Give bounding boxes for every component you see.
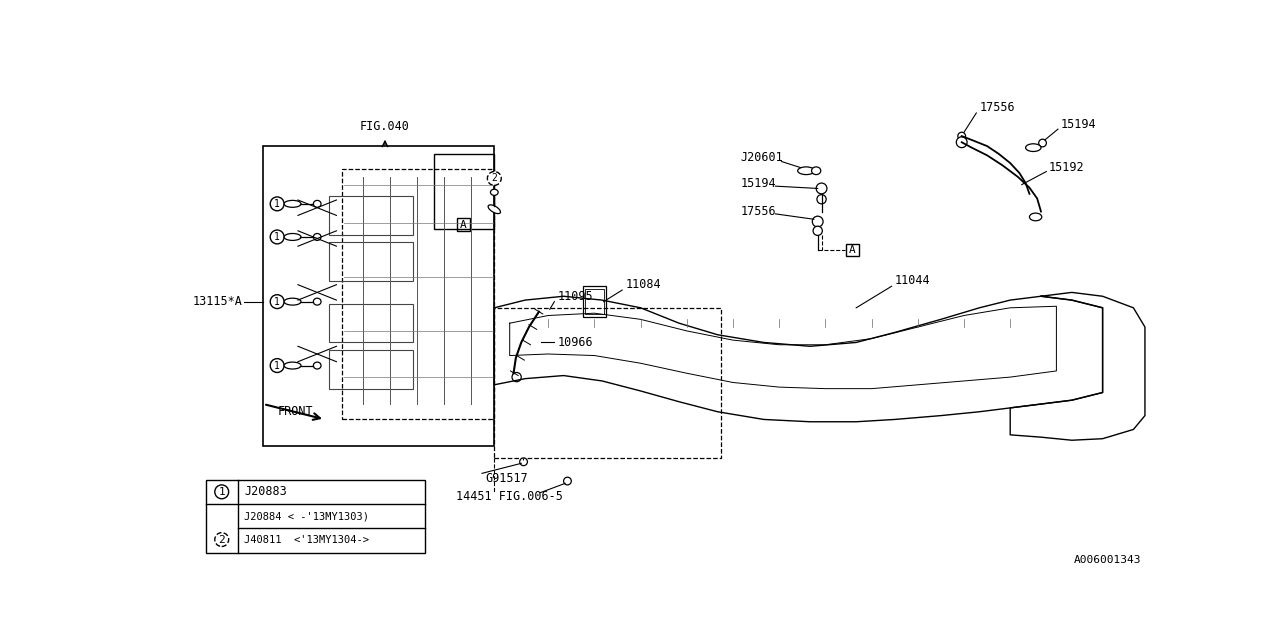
Circle shape <box>813 216 823 227</box>
Bar <box>434 154 494 229</box>
Text: J20884 < -'13MY1303): J20884 < -'13MY1303) <box>244 511 369 522</box>
Text: 2: 2 <box>219 534 225 545</box>
Ellipse shape <box>284 234 301 241</box>
Bar <box>585 289 604 314</box>
Circle shape <box>215 532 229 547</box>
Ellipse shape <box>812 167 820 175</box>
Text: 2: 2 <box>492 173 497 184</box>
Text: J40811  <'13MY1304->: J40811 <'13MY1304-> <box>244 534 369 545</box>
Text: A: A <box>460 220 467 230</box>
Bar <box>457 218 470 231</box>
Ellipse shape <box>490 189 498 195</box>
Text: 1: 1 <box>219 487 225 497</box>
Bar <box>846 244 859 256</box>
Ellipse shape <box>1029 213 1042 221</box>
Ellipse shape <box>284 200 301 207</box>
Circle shape <box>817 195 826 204</box>
Circle shape <box>957 132 965 140</box>
Bar <box>582 286 605 317</box>
Circle shape <box>215 485 229 499</box>
Text: J20601: J20601 <box>741 151 783 164</box>
Ellipse shape <box>284 362 301 369</box>
Bar <box>329 304 413 342</box>
Circle shape <box>956 137 968 148</box>
Ellipse shape <box>1025 144 1041 152</box>
Circle shape <box>520 458 527 466</box>
Text: 11044: 11044 <box>895 275 931 287</box>
Text: G91517: G91517 <box>485 472 527 485</box>
Circle shape <box>488 172 502 186</box>
Text: 14451 FIG.006-5: 14451 FIG.006-5 <box>456 490 563 503</box>
Bar <box>494 308 722 458</box>
Text: FIG.040: FIG.040 <box>360 120 410 133</box>
Text: A: A <box>849 245 856 255</box>
Circle shape <box>1038 139 1046 147</box>
Ellipse shape <box>314 234 321 241</box>
Text: A006001343: A006001343 <box>1074 556 1140 565</box>
Bar <box>206 479 425 553</box>
Circle shape <box>817 183 827 194</box>
Text: J20883: J20883 <box>244 485 287 499</box>
Text: 1: 1 <box>274 199 280 209</box>
Text: FRONT: FRONT <box>278 405 312 419</box>
Text: 17556: 17556 <box>741 205 777 218</box>
Text: 15194: 15194 <box>741 177 777 189</box>
Text: 15192: 15192 <box>1048 161 1084 174</box>
Text: 1: 1 <box>274 360 280 371</box>
Text: 13115*A: 13115*A <box>192 295 242 308</box>
Bar <box>329 243 413 281</box>
Ellipse shape <box>314 362 321 369</box>
Circle shape <box>270 230 284 244</box>
Text: 11095: 11095 <box>558 290 593 303</box>
Circle shape <box>813 226 822 236</box>
Text: 10966: 10966 <box>558 336 593 349</box>
Circle shape <box>270 294 284 308</box>
Ellipse shape <box>284 298 301 305</box>
Ellipse shape <box>797 167 814 175</box>
Ellipse shape <box>488 205 500 214</box>
Circle shape <box>563 477 571 485</box>
Bar <box>329 350 413 388</box>
Text: 11084: 11084 <box>625 278 660 291</box>
Bar <box>342 169 494 419</box>
Text: 17556: 17556 <box>979 101 1015 114</box>
Text: 1: 1 <box>274 232 280 242</box>
Ellipse shape <box>314 200 321 207</box>
Bar <box>264 146 494 447</box>
Bar <box>329 196 413 235</box>
Circle shape <box>270 358 284 372</box>
Circle shape <box>512 372 521 381</box>
Ellipse shape <box>314 298 321 305</box>
Text: 15194: 15194 <box>1060 118 1096 131</box>
Text: 1: 1 <box>274 296 280 307</box>
Circle shape <box>270 197 284 211</box>
